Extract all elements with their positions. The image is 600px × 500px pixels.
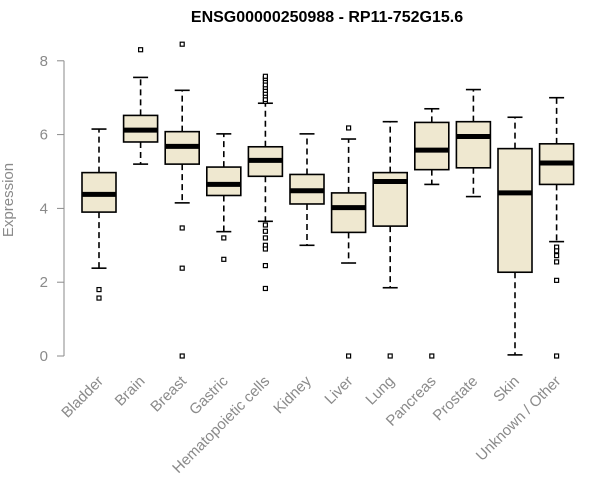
y-tick-label: 4 <box>40 200 48 217</box>
outlier-point <box>262 285 268 292</box>
outlier-point <box>179 353 185 359</box>
axes: 0 2 4 6 8 <box>40 53 65 365</box>
box-group <box>455 88 492 198</box>
outlier-point <box>553 253 560 259</box>
box-group <box>164 41 200 359</box>
outlier-point <box>138 47 144 53</box>
boxes <box>81 41 575 359</box>
box-iqr <box>330 192 367 234</box>
outlier-point <box>429 353 435 359</box>
outlier-point <box>179 41 185 47</box>
box-group <box>206 133 242 262</box>
category-label: Liver <box>321 373 356 408</box>
category-label: Bladder <box>58 373 107 422</box>
box-iqr <box>497 147 533 274</box>
outlier-point <box>221 256 227 262</box>
outlier-point <box>387 353 393 359</box>
outlier-point <box>262 235 268 241</box>
y-tick-label: 6 <box>40 127 48 144</box>
outlier-point <box>262 246 268 252</box>
y-tick-label: 2 <box>40 274 48 291</box>
box-group <box>81 128 117 301</box>
outlier-point <box>262 73 268 79</box>
category-label: Prostate <box>430 373 482 425</box>
category-label: Skin <box>490 373 523 406</box>
outlier-point <box>553 277 560 283</box>
outlier-point <box>179 265 185 271</box>
outlier-point <box>179 225 185 231</box>
outlier-point <box>553 248 560 254</box>
box-iqr <box>413 121 450 171</box>
category-label: Breast <box>147 372 190 415</box>
box-iqr <box>206 166 242 197</box>
box-group <box>372 120 409 359</box>
y-axis-label: Expression <box>0 163 17 237</box>
box-group <box>330 125 367 359</box>
outlier-point <box>262 228 268 234</box>
box-group <box>497 116 533 356</box>
outlier-point <box>262 222 268 228</box>
outlier-point <box>346 125 352 131</box>
outlier-point <box>553 353 560 359</box>
box-group <box>122 47 159 165</box>
box-group <box>413 107 450 359</box>
outlier-point <box>262 262 268 269</box>
box-group <box>247 73 284 292</box>
outlier-point <box>96 295 102 301</box>
y-tick-label: 0 <box>40 348 48 365</box>
box-group <box>289 133 325 247</box>
outlier-point <box>346 353 352 359</box>
outlier-point <box>221 235 227 241</box>
category-label: Kidney <box>270 372 315 417</box>
outlier-point <box>96 286 102 293</box>
outlier-point <box>553 259 560 265</box>
category-label: Brain <box>112 373 149 410</box>
box-iqr <box>455 120 492 169</box>
category-label: Lung <box>362 373 398 409</box>
y-tick-label: 8 <box>40 53 48 70</box>
box-group <box>538 96 575 359</box>
chart-title: ENSG00000250988 - RP11-752G15.6 <box>191 9 463 26</box>
